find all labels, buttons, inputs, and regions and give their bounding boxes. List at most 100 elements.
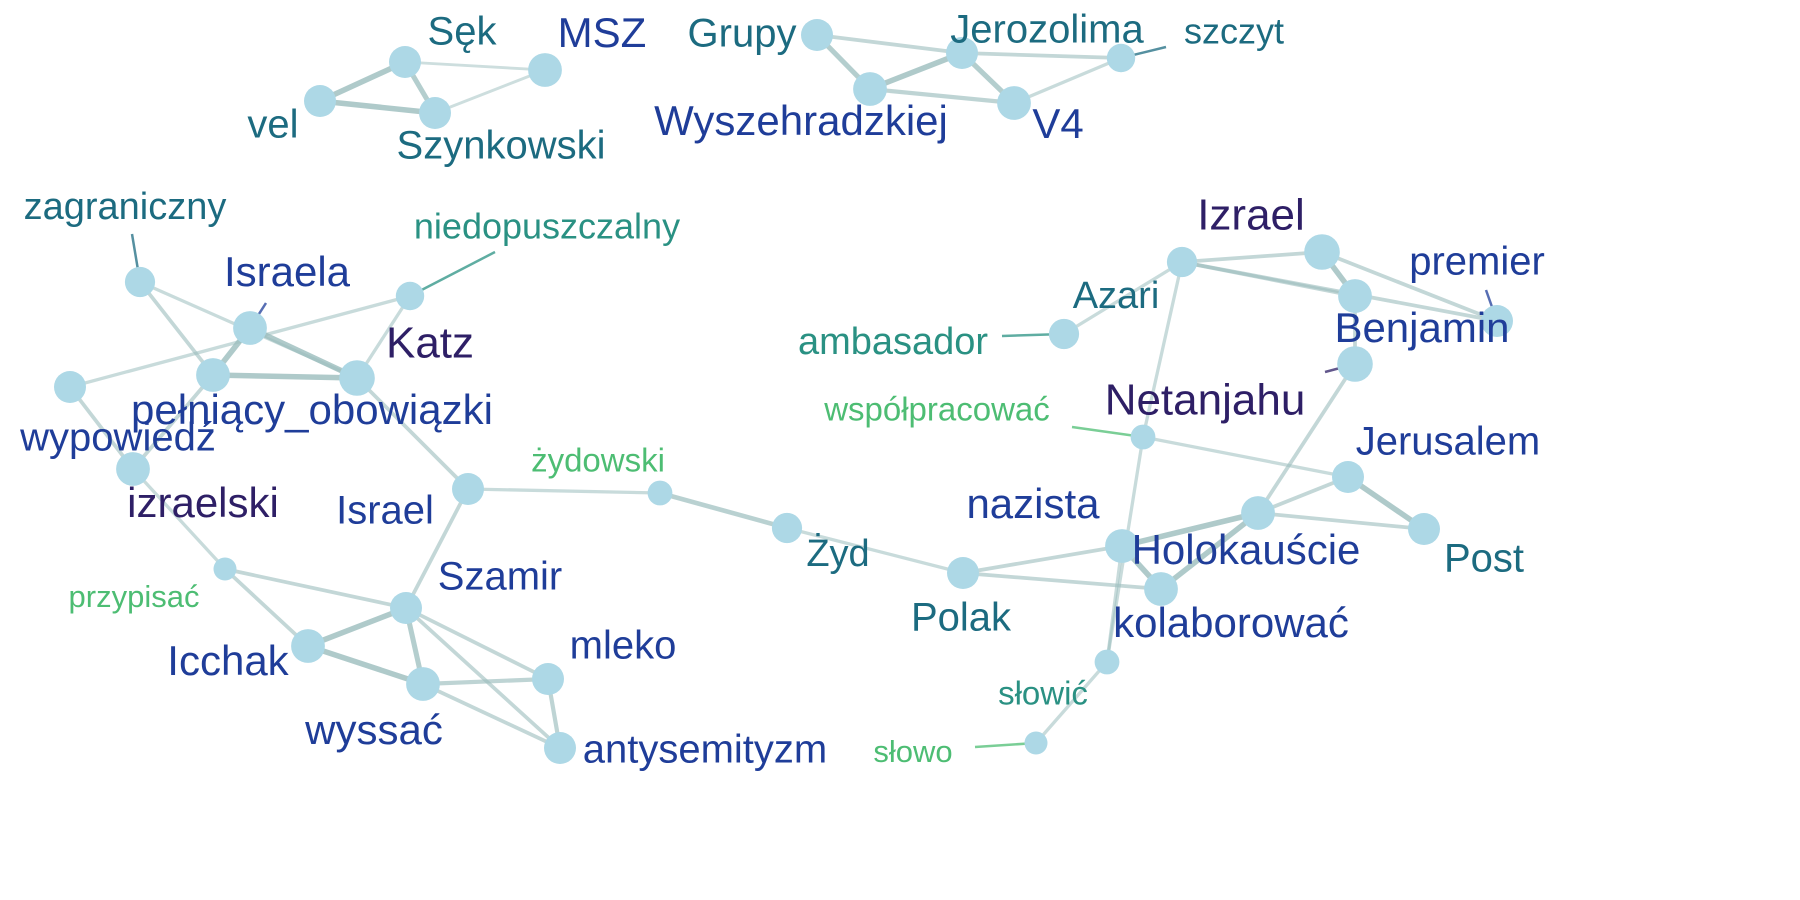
node-label-niedopuszczalny: niedopuszczalny [414,206,680,247]
node-kolaborowac [1144,572,1178,606]
node-jerusalem [1332,461,1364,493]
edge-nazista-holokauscie [1119,510,1261,549]
node-label-holokauscie: Holokauście [1132,526,1361,573]
node-icchak [291,629,325,663]
edge-wypowiedz-izraelski [68,385,135,471]
node-label-przypisac: przypisać [69,579,200,614]
edge-wyssac-mleko [420,676,551,687]
edge-zagraniczny-pelniacy [138,280,215,377]
node-slowo [1024,731,1048,755]
edge-szynkowski-msz [433,68,547,115]
edge-szamir-mleko [404,606,550,681]
node-label-antysemityzm: antysemityzm [583,728,828,772]
node-label-kolaborowac: kolaborować [1113,599,1349,646]
edge-azari-ambasador [1062,260,1184,336]
node-label-ambasador: ambasador [798,321,988,363]
node-label-zyd: Żyd [806,532,869,575]
node-label-mleko: mleko [570,624,677,668]
node-label-icchak: Icchak [167,637,289,684]
node-izraelski [116,452,150,486]
node-label-wyssac: wyssać [304,706,443,753]
node-v4 [997,86,1031,120]
edge-wyszehradzkiej-v4 [867,86,1017,106]
node-label-katz: Katz [386,319,474,368]
node-label-jerusalem: Jerusalem [1356,420,1541,464]
edge-sek-msz [403,60,547,72]
edge-vel-szynkowski [317,98,438,116]
node-label-azari: Azari [1073,275,1160,317]
node-label-israela: Israela [224,248,351,295]
node-izrael [1304,234,1340,270]
node-label-grupy: Grupy [688,12,797,56]
edge-holokauscie-post [1256,511,1426,531]
edge-israel-szamir [404,487,470,610]
edge-polak-kolaborowac [961,571,1163,591]
node-wyszehradzkiej [853,72,887,106]
node-zyd [771,512,803,544]
label-layer: Sęk MSZ vel Szynkowski Grupy Jerozolima szczyt… [19,8,1545,772]
edge-kolaborowac-holokauscie [1158,510,1261,592]
node-zagraniczny [124,266,156,298]
node-label-v4: V4 [1032,100,1083,147]
edge-wyssac-antysemityzm [421,682,562,750]
edge-izrael-premier [1320,250,1499,323]
node-label-wyszehradzkiej: Wyszehradzkiej [654,97,948,144]
node-msz [528,53,562,87]
edge-nazista-slowic [1105,544,1124,664]
edge-izrael-azari [1180,250,1324,264]
edge-slowic-slowo [1034,660,1109,745]
edge-szamir-antysemityzm [404,606,562,750]
node-sek [389,46,421,78]
node-label-izrael: Izrael [1197,191,1305,240]
node-wyssac [406,667,440,701]
node-label-szczyt: szczyt [1184,11,1284,52]
node-label-wypowiedz: wypowiedź [19,416,216,460]
node-label-post: Post [1444,537,1524,581]
edge-azari-wspolpracowac [1141,260,1184,439]
node-label-premier: premier [1409,240,1545,284]
node-label-zagraniczny: zagraniczny [24,186,227,228]
label-leader-niedopuszczalny [409,250,496,298]
node-label-szamir: Szamir [438,555,562,599]
edge-przypisac-icchak [223,567,310,648]
node-label-netanjahu: Netanjahu [1105,376,1306,425]
node-label-vel: vel [247,103,298,147]
node-wypowiedz [54,371,86,403]
edge-icchak-wyssac [305,643,426,687]
node-szynkowski [419,97,451,129]
edge-zydowski-zyd [657,490,790,531]
node-label-msz: MSZ [558,9,647,56]
edge-icchak-szamir [305,605,409,649]
edge-holokauscie-netanjahu [1256,362,1357,515]
node-label-israel: Israel [336,489,434,533]
node-mleko [532,663,564,695]
node-antysemityzm [544,732,576,764]
node-zydowski [647,480,673,506]
node-benjamin [1338,279,1372,313]
node-vel [304,85,336,117]
node-polak [947,557,979,589]
node-niedopuszczalny [395,281,425,311]
node-label-zydowski: żydowski [531,442,665,479]
edge-israel-zydowski [466,487,662,495]
node-post [1408,513,1440,545]
node-label-jerozolima: Jerozolima [950,8,1144,52]
node-holokauscie [1241,496,1275,530]
node-premier [1481,305,1513,337]
edge-grupy-jerozolima [815,33,964,55]
node-label-szynkowski: Szynkowski [397,124,606,168]
edge-israela-katz [247,325,360,381]
node-katz [339,360,375,396]
node-pelniacy [196,358,230,392]
node-slowic [1094,649,1120,675]
node-grupy [801,19,833,51]
edge-wspolpracowac-jerusalem [1141,435,1350,479]
node-label-wspolpracowac: współpracować [823,391,1050,428]
edge-pelniacy-katz [210,372,360,381]
node-label-izraelski: izraelski [127,479,279,526]
node-label-pelniacy: pełniący_obowiązki [131,386,493,433]
node-azari [1166,246,1198,278]
edge-v4-szczyt [1012,56,1123,105]
node-ambasador [1048,318,1080,350]
